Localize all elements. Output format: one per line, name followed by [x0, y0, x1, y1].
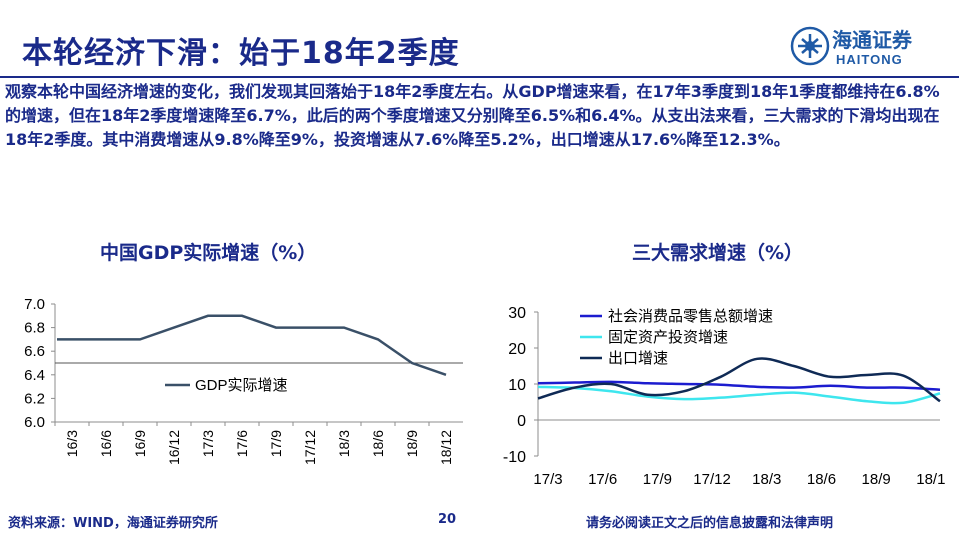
gdp-x-tick-label: 18/3 [336, 430, 352, 457]
gdp-x-tick-label: 17/3 [200, 430, 216, 457]
gdp-y-tick-label: 6.0 [24, 414, 45, 431]
gdp-x-tick-label: 18/9 [404, 430, 420, 457]
footer-source: 资料来源：WIND，海通证券研究所 [8, 516, 218, 531]
logo-name-cn: 海通证券 [832, 28, 912, 52]
demand-x-tick-label: 18/9 [862, 471, 891, 488]
export-series-line [537, 357, 941, 403]
summary-paragraph: 观察本轮中国经济增速的变化，我们发现其回落始于18年2季度左右。从GDP增速来看… [5, 82, 940, 149]
demand-y-tick-label: 20 [508, 341, 526, 358]
gdp-y-tick-label: 6.2 [24, 390, 45, 407]
haitong-logo: 海通证券 HAITONG [790, 22, 940, 74]
gdp-x-tick-label: 17/9 [268, 430, 284, 457]
demand-y-tick-label: 0 [517, 413, 526, 430]
header-divider [0, 76, 959, 78]
demand-x-tick-label: 17/6 [588, 471, 617, 488]
demand-chart-title: 三大需求增速（%） [632, 242, 804, 264]
gdp-chart-title: 中国GDP实际增速（%） [100, 242, 317, 264]
gdp-y-tick-label: 6.4 [24, 367, 45, 384]
gdp-x-tick-label: 17/6 [234, 430, 250, 457]
demand-x-tick-label: 18/1 [916, 471, 945, 488]
gdp-y-tick-label: 6.8 [24, 320, 45, 337]
gdp-y-tick-label: 7.0 [24, 296, 45, 313]
demand-x-tick-label: 17/9 [643, 471, 672, 488]
investment-legend-label: 固定资产投资增速 [608, 329, 728, 346]
gdp-x-tick-label: 16/12 [166, 430, 182, 465]
demand-x-tick-label: 17/12 [693, 471, 731, 488]
gdp-y-tick-label: 6.6 [24, 343, 45, 360]
page-title: 本轮经济下滑：始于18年2季度 [22, 36, 460, 71]
gdp-x-tick-label: 16/6 [98, 430, 114, 457]
haitong-emblem-icon [790, 26, 830, 66]
demand-x-tick-label: 17/3 [533, 471, 562, 488]
gdp-x-tick-label: 16/9 [132, 430, 148, 457]
gdp-legend-label: GDP实际增速 [195, 377, 288, 394]
demand-growth-chart: 30 20 10 0 -10 17/3 17/6 17/9 17/12 18/3 18/6 18/9 1… [503, 305, 946, 488]
footer-disclaimer: 请务必阅读正文之后的信息披露和法律声明 [586, 516, 834, 531]
demand-x-tick-label: 18/6 [807, 471, 836, 488]
export-legend-label: 出口增速 [608, 350, 668, 367]
gdp-growth-chart: 6.0 6.2 6.4 6.6 6.8 7.0 16/3 16/6 16/9 16/12 17/3 1… [24, 296, 463, 465]
demand-y-tick-label: -10 [503, 449, 526, 466]
gdp-x-tick-label: 18/12 [438, 430, 454, 465]
consumption-series-line [537, 380, 941, 392]
demand-y-tick-label: 10 [508, 377, 526, 394]
gdp-series-line [57, 314, 447, 376]
demand-x-tick-label: 18/3 [752, 471, 781, 488]
gdp-x-tick-label: 17/12 [302, 430, 318, 465]
gdp-x-tick-label: 16/3 [64, 430, 80, 457]
gdp-x-tick-label: 18/6 [370, 430, 386, 457]
page-number: 20 [438, 512, 457, 527]
logo-name-en: HAITONG [836, 52, 903, 67]
consumption-legend-label: 社会消费品零售总额增速 [608, 308, 773, 325]
investment-series-line [537, 385, 941, 405]
demand-y-tick-label: 30 [508, 305, 526, 322]
